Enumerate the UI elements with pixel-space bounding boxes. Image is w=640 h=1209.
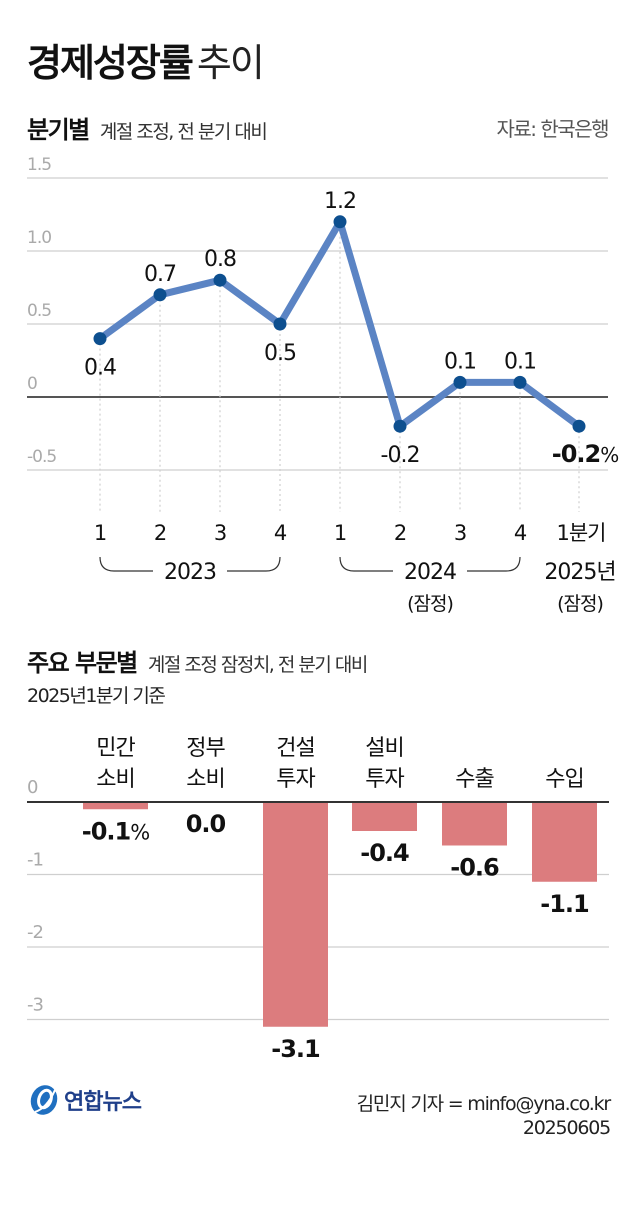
- bar: [532, 802, 597, 882]
- data-point: [213, 273, 227, 287]
- section2-note: 계절 조정 잠정치, 전 분기 대비: [147, 654, 369, 676]
- bar-chart-bars: [83, 802, 597, 1027]
- data-point: [393, 419, 407, 433]
- y-tick-label: -0.5: [27, 447, 56, 467]
- y-tick-label: 0: [27, 374, 37, 394]
- bar: [442, 802, 507, 846]
- y-tick-label: 1.5: [27, 155, 51, 175]
- provisional-label: (잠정): [407, 593, 453, 615]
- section2-title: 주요 부문별: [27, 649, 138, 677]
- bar: [263, 802, 328, 1027]
- year-label: 2023: [164, 560, 216, 585]
- value-label: 0.1: [504, 349, 536, 374]
- section2-header: 주요 부문별 계절 조정 잠정치, 전 분기 대비: [27, 643, 369, 678]
- data-point: [453, 375, 467, 389]
- bar-chart-y-axis: 0 -1 -2 -3: [27, 777, 44, 1016]
- x-tick-label: 3: [214, 521, 226, 545]
- line-chart-value-labels: 0.4 0.7 0.8 0.5 1.2 -0.2 0.1 0.1 -0.2%: [84, 189, 619, 468]
- bar: [83, 802, 148, 810]
- publish-date: 20250605: [522, 1117, 611, 1139]
- title-main: 경제성장률: [27, 41, 194, 85]
- category-label: 소비: [96, 767, 134, 792]
- category-label: 정부: [186, 736, 225, 761]
- line-chart-guides: [99, 221, 580, 512]
- page-title: 경제성장률 추이: [27, 32, 265, 87]
- bar-value-label: -0.6: [450, 854, 499, 882]
- value-label: 0.8: [204, 247, 236, 272]
- title-sub: 추이: [196, 41, 265, 85]
- x-tick-label: 1: [94, 521, 106, 545]
- year-brackets: 2023 2024 (잠정) 2025년 (잠정): [99, 556, 617, 615]
- year-label: 2025년: [544, 560, 615, 585]
- bar-value-label: -3.1: [271, 1035, 320, 1063]
- bar-value-label: -0.4: [360, 839, 409, 867]
- bracket-left: [339, 556, 393, 572]
- section1-note: 계절 조정, 전 분기 대비: [99, 121, 268, 143]
- bracket-right: [227, 556, 281, 572]
- bar-value-label: 0.0: [186, 810, 226, 838]
- section1-title: 분기별: [27, 116, 90, 144]
- yonhap-logo: 연합뉴스: [27, 1082, 142, 1118]
- value-label: -0.2: [381, 443, 420, 468]
- reporter-credit: 김민지 기자 = minfo@yna.co.kr: [356, 1093, 612, 1115]
- bracket-right: [467, 556, 521, 572]
- bar: [352, 802, 417, 831]
- category-label: 소비: [186, 767, 224, 792]
- data-point: [572, 419, 586, 433]
- bar-chart-value-labels: -0.1% 0.0 -3.1 -0.4 -0.6 -1.1: [82, 810, 590, 1063]
- x-tick-label: 4: [274, 521, 287, 545]
- category-label: 설비: [365, 736, 403, 761]
- category-label: 건설: [276, 736, 314, 761]
- value-label: 0.5: [264, 341, 296, 366]
- year-label: 2024: [404, 560, 456, 585]
- yonhap-globe-icon: [30, 1085, 58, 1115]
- data-point: [273, 317, 287, 331]
- line-chart-grid: [27, 177, 608, 471]
- y-tick-label: -1: [27, 850, 43, 871]
- y-tick-label: -2: [27, 922, 43, 943]
- value-label: 0.4: [84, 356, 116, 381]
- data-point: [153, 288, 167, 302]
- y-tick-label: 0.5: [27, 301, 51, 321]
- x-tick-label: 3: [454, 521, 466, 545]
- line-chart-points: [93, 215, 586, 433]
- data-point: [513, 375, 527, 389]
- y-tick-label: 0: [27, 777, 38, 798]
- bar-value-label: -1.1: [540, 890, 589, 918]
- x-tick-label: 1: [334, 521, 346, 545]
- data-point: [93, 332, 107, 346]
- category-label: 민간: [96, 736, 135, 761]
- value-label: 0.1: [444, 349, 476, 374]
- value-label: 1.2: [324, 189, 356, 214]
- x-tick-label: 1분기: [556, 521, 605, 545]
- section1-header: 분기별 계절 조정, 전 분기 대비: [27, 110, 268, 145]
- y-tick-label: 1.0: [27, 228, 51, 248]
- credit-block: 김민지 기자 = minfo@yna.co.kr 20250605: [356, 1092, 612, 1140]
- category-label: 수출: [455, 767, 494, 792]
- category-label: 투자: [365, 767, 404, 792]
- bracket-left: [99, 556, 153, 572]
- line-chart: 1.5 1.0 0.5 0 -0.5 0.4 0.7 0.8 0.5 1.2 -0.2 0.1 0.1…: [27, 155, 619, 615]
- line-chart-x-axis: 1 2 3 4 1 2 3 4 1분기: [94, 521, 607, 545]
- x-tick-label: 2: [394, 521, 406, 545]
- source-label: 자료: 한국은행: [496, 117, 610, 141]
- data-point: [333, 215, 347, 229]
- bar-value-label: -0.1%: [82, 817, 149, 845]
- value-label: -0.2%: [552, 440, 619, 468]
- x-tick-label: 4: [514, 521, 527, 545]
- category-label: 수입: [545, 767, 583, 792]
- category-label: 투자: [276, 767, 315, 792]
- logo-text: 연합뉴스: [64, 1090, 142, 1115]
- line-chart-y-axis: 1.5 1.0 0.5 0 -0.5: [27, 155, 57, 467]
- value-label: 0.7: [144, 262, 176, 287]
- provisional-label: (잠정): [557, 593, 603, 615]
- section2-basis: 2025년1분기 기준: [27, 685, 166, 707]
- y-tick-label: -3: [27, 995, 43, 1016]
- x-tick-label: 2: [154, 521, 166, 545]
